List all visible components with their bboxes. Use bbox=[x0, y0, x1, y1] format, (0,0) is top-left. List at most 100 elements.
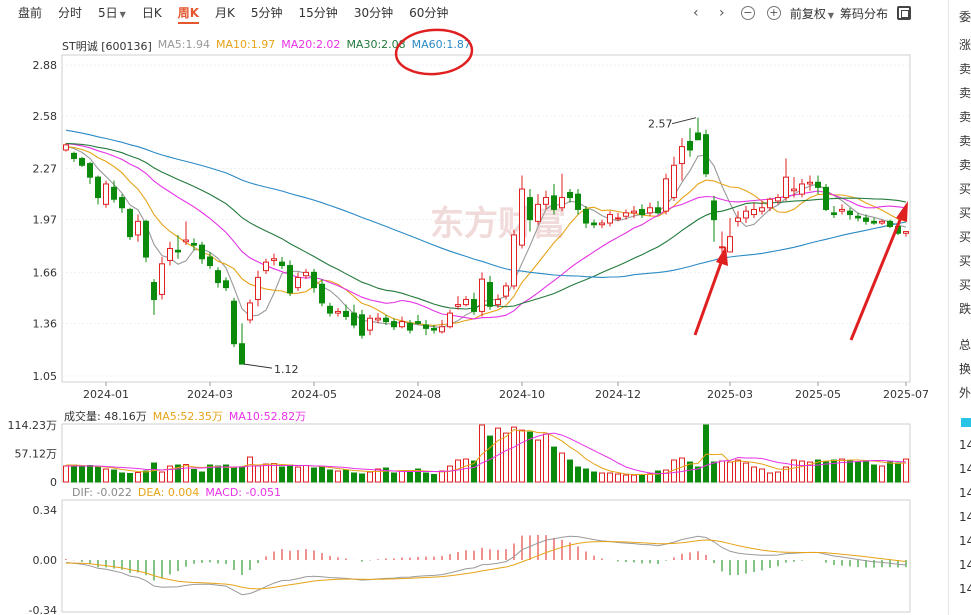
period-tab[interactable]: 周K bbox=[172, 0, 205, 26]
candle-body bbox=[607, 214, 613, 224]
candle bbox=[495, 294, 501, 309]
candle-body bbox=[503, 285, 509, 297]
candle bbox=[487, 275, 493, 310]
candle-body bbox=[855, 215, 861, 219]
ma10-line bbox=[65, 145, 907, 326]
macd-value: MACD: -0.051 bbox=[205, 486, 281, 499]
candle bbox=[199, 241, 205, 264]
volume-bar bbox=[255, 465, 261, 483]
volume-bar bbox=[791, 459, 797, 483]
volume-bar bbox=[239, 466, 245, 483]
candle-body bbox=[367, 317, 373, 331]
candle-body bbox=[815, 181, 821, 188]
volume-bar bbox=[759, 468, 765, 483]
quote-label: 14 bbox=[959, 510, 971, 524]
chevron-left-icon[interactable]: ‹ bbox=[693, 5, 699, 21]
candle-body bbox=[319, 283, 325, 304]
candle-body bbox=[279, 261, 285, 267]
candle-body bbox=[743, 210, 749, 219]
ma20-value: MA20:2.02 bbox=[281, 38, 341, 51]
stock-chart[interactable]: 2.88 2.58 2.27 1.97 1.66 1.36 1.05 2024-01 2024… bbox=[0, 0, 948, 615]
candle bbox=[167, 241, 173, 266]
candle-body bbox=[663, 178, 669, 212]
annotation-circle bbox=[394, 28, 474, 76]
period-tab[interactable]: 日K bbox=[141, 6, 162, 20]
volume-bar bbox=[271, 463, 277, 483]
toolbar-right: ‹ › − + 前复权 ▼ 筹码分布 bbox=[686, 0, 914, 26]
candle bbox=[383, 314, 389, 326]
price-tick-label: 1.97 bbox=[33, 214, 58, 227]
candle bbox=[735, 211, 741, 227]
volume-bar bbox=[223, 464, 229, 483]
candle-body bbox=[175, 249, 181, 253]
period-tab[interactable]: 15分钟 bbox=[298, 6, 338, 20]
candle-body bbox=[327, 305, 333, 314]
volume-bar bbox=[511, 426, 517, 483]
period-tab[interactable]: 分时 bbox=[58, 6, 83, 20]
volume-bar bbox=[679, 457, 685, 483]
annotation-arrowhead-1 bbox=[716, 246, 728, 266]
volume-bar bbox=[415, 468, 421, 483]
volume-bar bbox=[583, 468, 589, 483]
candle-body bbox=[431, 327, 437, 331]
zoom-in-icon[interactable]: + bbox=[764, 3, 784, 23]
volume-bar bbox=[647, 473, 653, 483]
candle-body bbox=[599, 222, 605, 226]
date-tick-label: 2024-12 bbox=[595, 388, 641, 401]
candle-body bbox=[167, 248, 173, 261]
adjust-dropdown[interactable]: 前复权 ▼ bbox=[790, 5, 834, 22]
candle-body bbox=[735, 217, 741, 222]
chip-distribution-button[interactable]: 筹码分布 bbox=[839, 6, 888, 21]
volume-bar bbox=[295, 466, 301, 483]
high-price-label: 2.57 bbox=[648, 118, 673, 131]
volume-bar bbox=[303, 465, 309, 483]
ma5-line bbox=[65, 145, 907, 329]
chevron-down-icon: ▼ bbox=[119, 10, 126, 19]
volume-bar bbox=[895, 462, 901, 483]
candle bbox=[175, 234, 181, 259]
fullscreen-icon[interactable] bbox=[894, 3, 914, 23]
date-tick-label: 2024-10 bbox=[499, 388, 545, 401]
candle bbox=[223, 277, 229, 292]
chevron-right-icon[interactable]: › bbox=[719, 5, 725, 21]
candle bbox=[399, 316, 405, 329]
period-tab[interactable]: 60分钟 bbox=[409, 6, 449, 20]
chevron-down-icon: ▼ bbox=[827, 10, 834, 20]
volume-bar bbox=[807, 461, 813, 483]
candle bbox=[775, 194, 781, 205]
candle bbox=[791, 177, 797, 198]
annotation-arrow-2 bbox=[849, 214, 904, 341]
dif-value: DIF: -0.022 bbox=[72, 486, 132, 499]
candle bbox=[319, 279, 325, 307]
price-tick-label: 1.66 bbox=[33, 266, 58, 279]
candle-body bbox=[767, 198, 773, 209]
volume-bar bbox=[855, 461, 861, 483]
period-tab[interactable]: 30分钟 bbox=[353, 6, 394, 20]
volume-bar bbox=[871, 464, 877, 483]
period-tab[interactable]: 5日 ▼ bbox=[98, 6, 126, 20]
quote-label: 14 bbox=[959, 558, 971, 572]
volume-bar bbox=[359, 473, 365, 483]
candle-body bbox=[135, 220, 141, 236]
candle-body bbox=[751, 208, 757, 216]
quote-label: 总 bbox=[959, 338, 971, 352]
candle bbox=[695, 117, 701, 141]
date-tick-label: 2025-05 bbox=[795, 388, 841, 401]
candle bbox=[343, 304, 349, 320]
candle bbox=[439, 319, 445, 334]
candle-body bbox=[95, 176, 101, 199]
candle bbox=[367, 314, 373, 336]
candle bbox=[655, 200, 661, 215]
period-tab[interactable]: 5分钟 bbox=[250, 6, 283, 20]
quote-label: 买 bbox=[959, 206, 971, 220]
main-legend: ST明诚 [600136] MA5:1.94 MA10:1.97 MA20:2.… bbox=[62, 38, 471, 54]
period-tab[interactable]: 盘前 bbox=[18, 6, 43, 20]
candle-body bbox=[775, 197, 781, 202]
zoom-out-icon[interactable]: − bbox=[738, 3, 758, 23]
volume-bar bbox=[167, 465, 173, 483]
candle-body bbox=[151, 282, 157, 301]
period-tab[interactable]: 月K bbox=[215, 6, 235, 20]
volume-bar bbox=[311, 467, 317, 483]
volume-bar bbox=[743, 462, 749, 483]
candle-body bbox=[79, 157, 85, 166]
